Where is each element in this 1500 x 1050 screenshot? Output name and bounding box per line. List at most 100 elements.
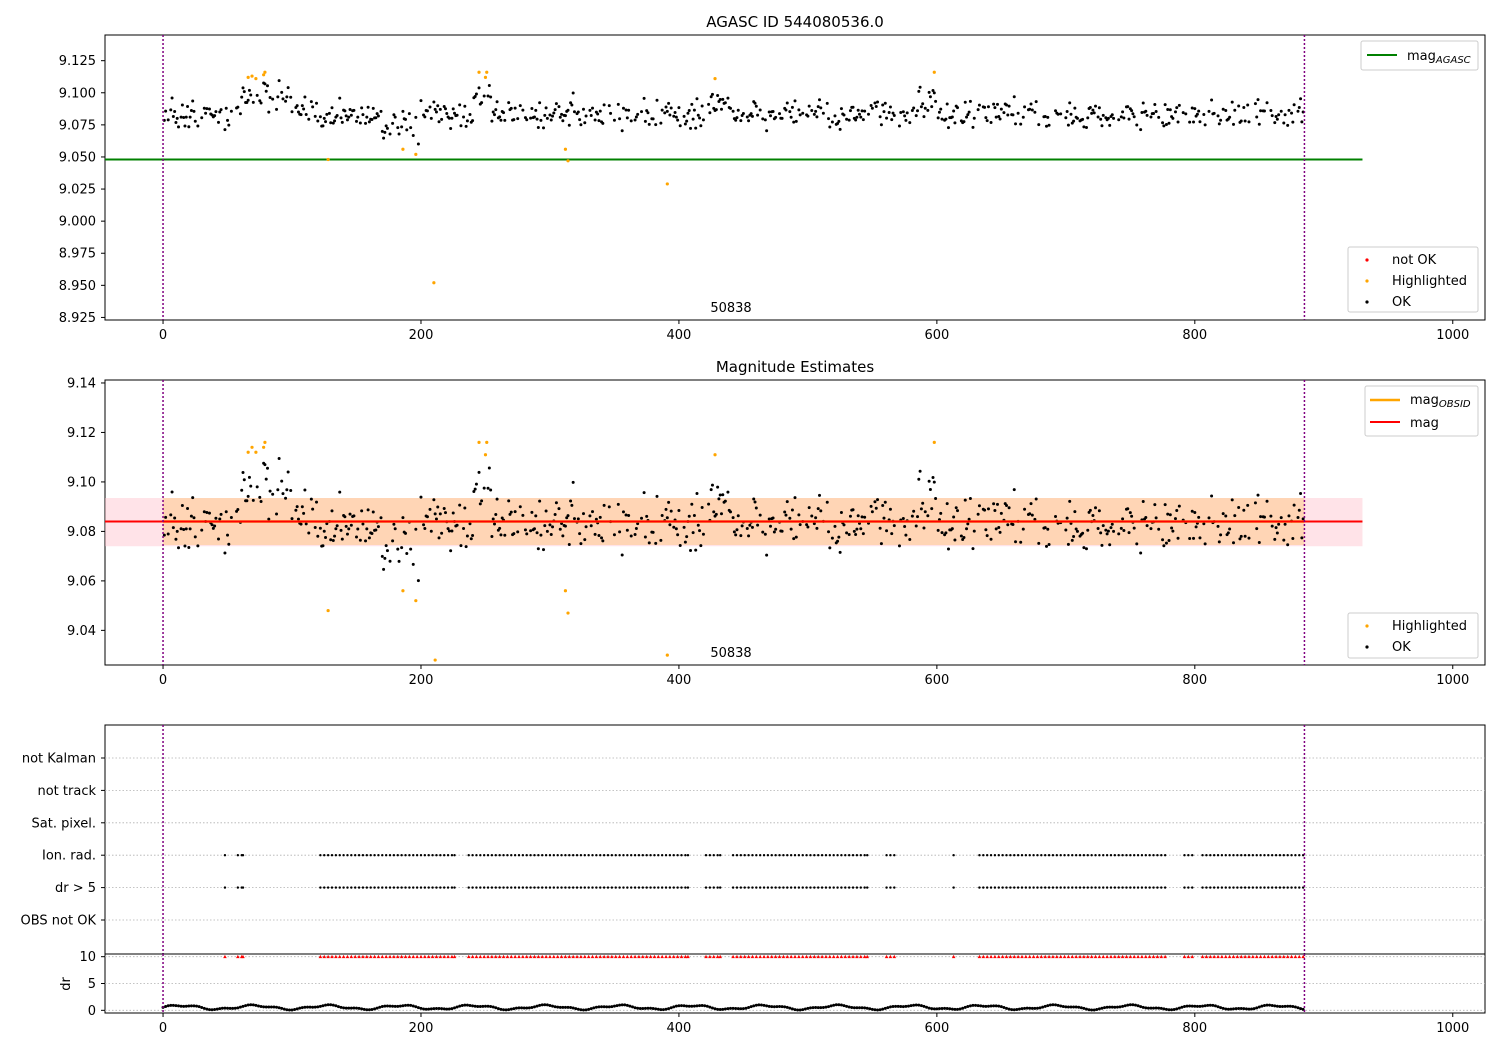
flag-point: [223, 886, 227, 889]
flag-point: [479, 886, 482, 889]
ok-point: [971, 125, 975, 129]
dr-clipped-marker: [1051, 954, 1055, 959]
flag-point: [747, 886, 750, 889]
flag-point: [985, 886, 989, 889]
flag-point: [583, 886, 586, 889]
ok-point: [356, 527, 360, 531]
ok-point: [1104, 528, 1108, 532]
ok-point: [883, 101, 887, 105]
ok-point: [226, 118, 230, 122]
ok-point: [1297, 508, 1301, 512]
dr-clipped-marker: [989, 954, 993, 959]
ok-point: [164, 515, 168, 519]
ok-point: [694, 548, 698, 552]
ok-point: [1006, 113, 1010, 117]
dr-point: [790, 1007, 794, 1011]
flag-point: [1113, 854, 1117, 857]
ok-point: [374, 528, 378, 532]
ok-point: [708, 111, 712, 115]
legend-highlighted-label: Highlighted: [1392, 274, 1467, 289]
dr-clipped-marker: [892, 954, 897, 959]
ok-point: [798, 523, 802, 527]
flag-point: [778, 854, 781, 857]
flag-point: [866, 886, 869, 889]
flag-point: [1109, 886, 1113, 889]
dr-point: [610, 1005, 614, 1009]
ok-point: [347, 115, 351, 119]
flag-point: [1282, 854, 1286, 857]
ok-point: [689, 126, 693, 130]
dr-point: [1252, 1007, 1256, 1011]
ok-point: [236, 508, 240, 512]
dr-point: [455, 1005, 459, 1009]
ok-point: [600, 536, 604, 540]
ok-point: [869, 504, 873, 508]
ok-point: [492, 522, 496, 526]
highlighted-point: [401, 147, 405, 151]
flag-point: [1259, 886, 1262, 889]
ok-point: [689, 549, 693, 553]
ok-point: [1141, 500, 1145, 504]
ok-point: [690, 502, 694, 506]
ok-point: [851, 105, 855, 109]
dr-point: [287, 1008, 291, 1012]
flag-point: [828, 886, 832, 889]
ok-point: [380, 554, 384, 558]
ok-point: [246, 98, 250, 102]
ok-point: [1175, 106, 1179, 110]
dr-point: [958, 1007, 962, 1011]
dr-point: [1046, 1004, 1050, 1008]
flag-point: [365, 886, 369, 889]
dr-point: [1268, 1003, 1272, 1007]
ok-point: [434, 517, 438, 521]
dr-point: [716, 1007, 720, 1011]
highlighted-point: [246, 450, 250, 454]
flag-point: [392, 886, 396, 889]
dr-clipped-marker: [493, 954, 498, 959]
flag-point: [789, 886, 793, 889]
panel-agasc-axes: 0 200 400 600 800 10008.9258.9508.9759.0009.0…: [59, 35, 1469, 343]
dr-point: [803, 1007, 807, 1011]
flag-point: [630, 886, 633, 889]
dr-point: [264, 1005, 268, 1009]
dr-point: [620, 1003, 624, 1007]
ok-point: [229, 109, 233, 113]
ok-point: [1154, 109, 1158, 113]
ok-point: [968, 99, 972, 103]
ok-point: [276, 488, 280, 492]
flag-point: [350, 854, 353, 857]
dr-clipped-marker: [1285, 954, 1290, 959]
ok-point: [534, 108, 538, 112]
dr-clipped-marker: [1039, 954, 1044, 959]
ok-point: [1034, 100, 1038, 104]
dr-point: [806, 1006, 810, 1010]
ok-point: [640, 110, 644, 114]
ok-point: [1255, 115, 1259, 119]
dr-point: [210, 1008, 214, 1012]
y-tick-label: 9.06: [67, 574, 96, 589]
flag-point: [388, 854, 392, 857]
ok-point: [905, 111, 909, 115]
dr-point: [876, 1008, 880, 1012]
ok-point: [707, 102, 711, 106]
dr-point: [1164, 1007, 1168, 1011]
ok-point: [171, 526, 175, 530]
dr-clipped-marker: [648, 954, 653, 959]
dr-point: [388, 1004, 392, 1008]
dr-point: [1275, 1004, 1279, 1008]
ok-point: [343, 109, 347, 113]
dr-point: [912, 1003, 916, 1007]
ok-point: [1073, 106, 1077, 110]
dr-point: [721, 1007, 725, 1011]
y-tick-label: 9.04: [67, 624, 96, 639]
dr-point: [1028, 1006, 1032, 1010]
ok-point: [584, 525, 588, 529]
ok-point: [771, 110, 775, 114]
ok-point: [1163, 103, 1167, 107]
flag-point: [506, 854, 509, 857]
dr-point: [597, 1005, 601, 1009]
dr-point: [940, 1006, 944, 1010]
ok-point: [654, 541, 658, 545]
ok-point: [338, 96, 342, 100]
highlighted-point: [563, 589, 568, 593]
